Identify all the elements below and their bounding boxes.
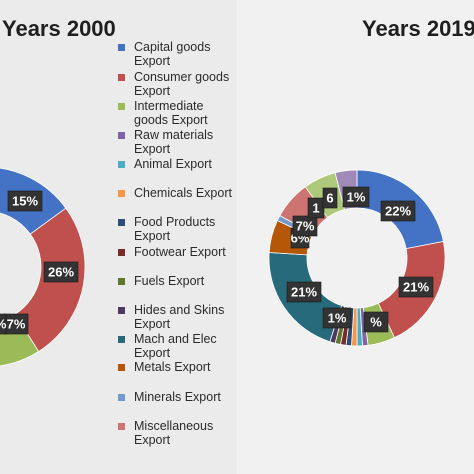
legend-label: Food Products Export [134, 215, 216, 243]
legend-swatch [118, 44, 125, 51]
svg-text:22%: 22% [385, 204, 411, 219]
svg-text:21%: 21% [291, 285, 317, 300]
svg-text:1%: 1% [328, 311, 347, 326]
data-label: 21% [398, 276, 434, 298]
data-label: 1% [322, 307, 352, 329]
data-labels-2000: 15% 26% 7%2% [0, 190, 79, 335]
legend-label: Minerals Export [134, 390, 221, 404]
legend-label: Chemicals Export [134, 186, 232, 200]
legend-label: Metals Export [134, 360, 211, 374]
data-labels-2019: 22%21%1% %21%6%7%16 1% [286, 186, 434, 333]
legend-swatch [118, 219, 125, 226]
data-label: 22% [380, 200, 416, 222]
svg-text:1%: 1% [347, 190, 366, 205]
legend-label: Capital goods Export [134, 40, 211, 68]
svg-text:26%: 26% [48, 265, 74, 280]
data-label: 15% [7, 190, 43, 212]
chart-title-2019: Years 2019 [362, 16, 474, 41]
legend-swatch [118, 394, 125, 401]
legend-label: Fuels Export [134, 274, 205, 288]
svg-text:1: 1 [312, 201, 319, 216]
svg-text:%: % [370, 315, 382, 330]
legend-swatch [118, 423, 125, 430]
legend-swatch [118, 364, 125, 371]
data-label: 1% [342, 186, 370, 208]
legend-swatch [118, 161, 125, 168]
legend-swatch [118, 190, 125, 197]
legend-swatch [118, 103, 125, 110]
data-label: 1 [307, 197, 325, 219]
svg-text:7%: 7% [7, 317, 26, 332]
legend-label: Intermediate goods Export [134, 99, 208, 127]
data-label: 21% [286, 281, 322, 303]
data-label: 2% [0, 313, 7, 335]
legend-label: Footwear Export [134, 245, 226, 259]
data-label: 7% [292, 215, 318, 237]
legend-swatch [118, 307, 125, 314]
svg-text:2%: 2% [0, 317, 7, 332]
legend-label: Miscellaneous Export [134, 419, 214, 447]
svg-text:15%: 15% [12, 194, 38, 209]
svg-text:7%: 7% [296, 219, 315, 234]
data-label: % [363, 311, 389, 333]
legend-label: Hides and Skins Export [134, 303, 225, 331]
data-label: 26% [43, 261, 79, 283]
legend-label: Consumer goods Export [134, 70, 230, 98]
chart-title-2000: Years 2000 [2, 16, 116, 41]
legend-swatch [118, 278, 125, 285]
legend-swatch [118, 249, 125, 256]
legend-swatch [118, 74, 125, 81]
data-label: 7% [3, 313, 29, 335]
legend-label: Mach and Elec Export [134, 332, 217, 360]
svg-text:6: 6 [326, 191, 333, 206]
data-label: 6 [322, 187, 338, 209]
legend-label: Raw materials Export [134, 128, 214, 156]
svg-text:21%: 21% [403, 280, 429, 295]
legend-swatch [118, 336, 125, 343]
legend-swatch [118, 132, 125, 139]
legend-label: Animal Export [134, 157, 212, 171]
